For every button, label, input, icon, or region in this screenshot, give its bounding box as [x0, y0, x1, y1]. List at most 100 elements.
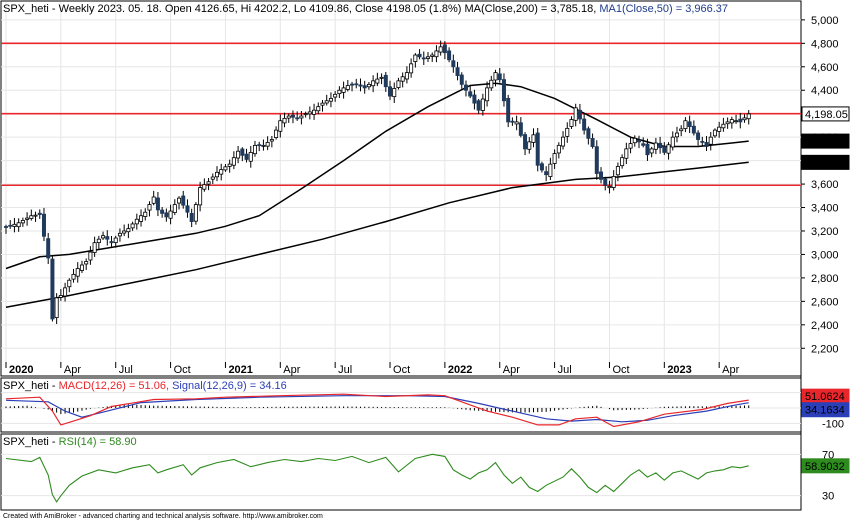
- candle-body: [539, 163, 544, 171]
- candle: [214, 166, 219, 182]
- price-y-tick-label: 2,200: [811, 343, 839, 355]
- candle: [447, 47, 452, 63]
- ma50-header-text: MA1(Close,50) = 3,966.37: [599, 3, 728, 15]
- candle-body: [590, 138, 595, 147]
- candle: [717, 121, 722, 138]
- candle-body: [244, 153, 249, 160]
- candle-body: [299, 115, 304, 119]
- candle: [303, 111, 308, 118]
- price-y-tick-label: 3,000: [811, 249, 839, 261]
- candle-body: [307, 111, 312, 115]
- candle-body: [383, 74, 388, 88]
- candle: [674, 126, 679, 143]
- candle-body: [556, 144, 561, 154]
- candle-body: [109, 241, 114, 244]
- candle-body: [501, 79, 506, 102]
- candle: [485, 81, 490, 107]
- candle: [738, 112, 743, 129]
- candle-body: [489, 79, 494, 89]
- candle: [71, 268, 76, 283]
- candle-body: [333, 93, 338, 98]
- candle-body: [37, 212, 42, 215]
- close-value-tag: 4,198.05: [801, 106, 850, 122]
- candle-body: [274, 129, 279, 138]
- candle-body: [734, 120, 739, 123]
- candle-body: [485, 87, 490, 102]
- candle-body: [548, 163, 553, 177]
- ma200-value-tag: 3,785.18: [801, 154, 850, 170]
- candle: [501, 73, 506, 107]
- candle: [206, 177, 211, 191]
- candle-body: [25, 217, 30, 220]
- candle-body: [725, 121, 730, 125]
- price-y-tick-label: 2,400: [811, 320, 839, 332]
- candle-body: [181, 195, 186, 206]
- candle-body: [510, 120, 515, 123]
- candle-body: [683, 120, 688, 130]
- candle-body: [324, 100, 329, 104]
- candle-body: [691, 125, 696, 134]
- candle-body: [290, 114, 295, 118]
- candle: [58, 289, 63, 301]
- candle-body: [637, 139, 642, 143]
- price-y-tick-label: 3,600: [811, 179, 839, 191]
- candle: [354, 78, 359, 89]
- candle: [468, 85, 473, 99]
- candle-body: [223, 166, 228, 171]
- candle-body: [396, 80, 401, 88]
- candle-body: [599, 171, 604, 180]
- candle: [96, 235, 101, 249]
- macd-header-value: MACD(12,26) = 51.06,: [59, 380, 169, 392]
- candle: [514, 115, 519, 131]
- candle-body: [632, 137, 637, 144]
- candle-body: [75, 268, 80, 277]
- candle: [341, 81, 346, 99]
- candle: [50, 256, 55, 322]
- candle: [413, 53, 418, 68]
- candle-body: [480, 98, 485, 111]
- candle: [645, 138, 650, 161]
- candle: [742, 114, 747, 123]
- candle: [712, 128, 717, 138]
- candle: [409, 58, 414, 78]
- candle-body: [312, 109, 317, 115]
- candle-body: [33, 214, 38, 217]
- candle-body: [451, 60, 456, 68]
- candle: [177, 196, 182, 210]
- price-header-text: SPX_heti - Weekly 2023. 05. 18. Open 412…: [3, 3, 596, 15]
- candle: [480, 93, 485, 116]
- candle: [63, 282, 68, 302]
- candle-body: [742, 117, 747, 121]
- candle-body: [46, 238, 51, 259]
- candle: [193, 202, 198, 225]
- candle: [337, 86, 342, 99]
- candle: [366, 82, 371, 90]
- candle: [687, 115, 692, 134]
- candle-body: [316, 106, 321, 112]
- x-tick-label: Oct: [174, 364, 191, 376]
- candle-body: [358, 84, 363, 87]
- candle: [265, 136, 270, 151]
- rsi-layer: [1, 453, 801, 503]
- candle-body: [231, 157, 236, 166]
- candle: [611, 170, 616, 191]
- candle: [350, 81, 355, 92]
- candle: [666, 142, 671, 160]
- candle-body: [400, 76, 405, 82]
- candle: [725, 117, 730, 129]
- candle: [202, 178, 207, 192]
- candle-body: [704, 142, 709, 147]
- candle-body: [409, 63, 414, 74]
- candle-body: [493, 72, 498, 81]
- candle-body: [269, 139, 274, 142]
- candle: [383, 71, 388, 92]
- x-tick-label: Jul: [558, 364, 572, 376]
- candle-body: [130, 223, 135, 229]
- candle: [122, 224, 127, 237]
- candle: [620, 154, 625, 169]
- candle: [160, 207, 165, 218]
- candle: [181, 190, 186, 209]
- candle: [371, 75, 376, 93]
- candle: [535, 127, 540, 172]
- ma200-line: [5, 161, 749, 308]
